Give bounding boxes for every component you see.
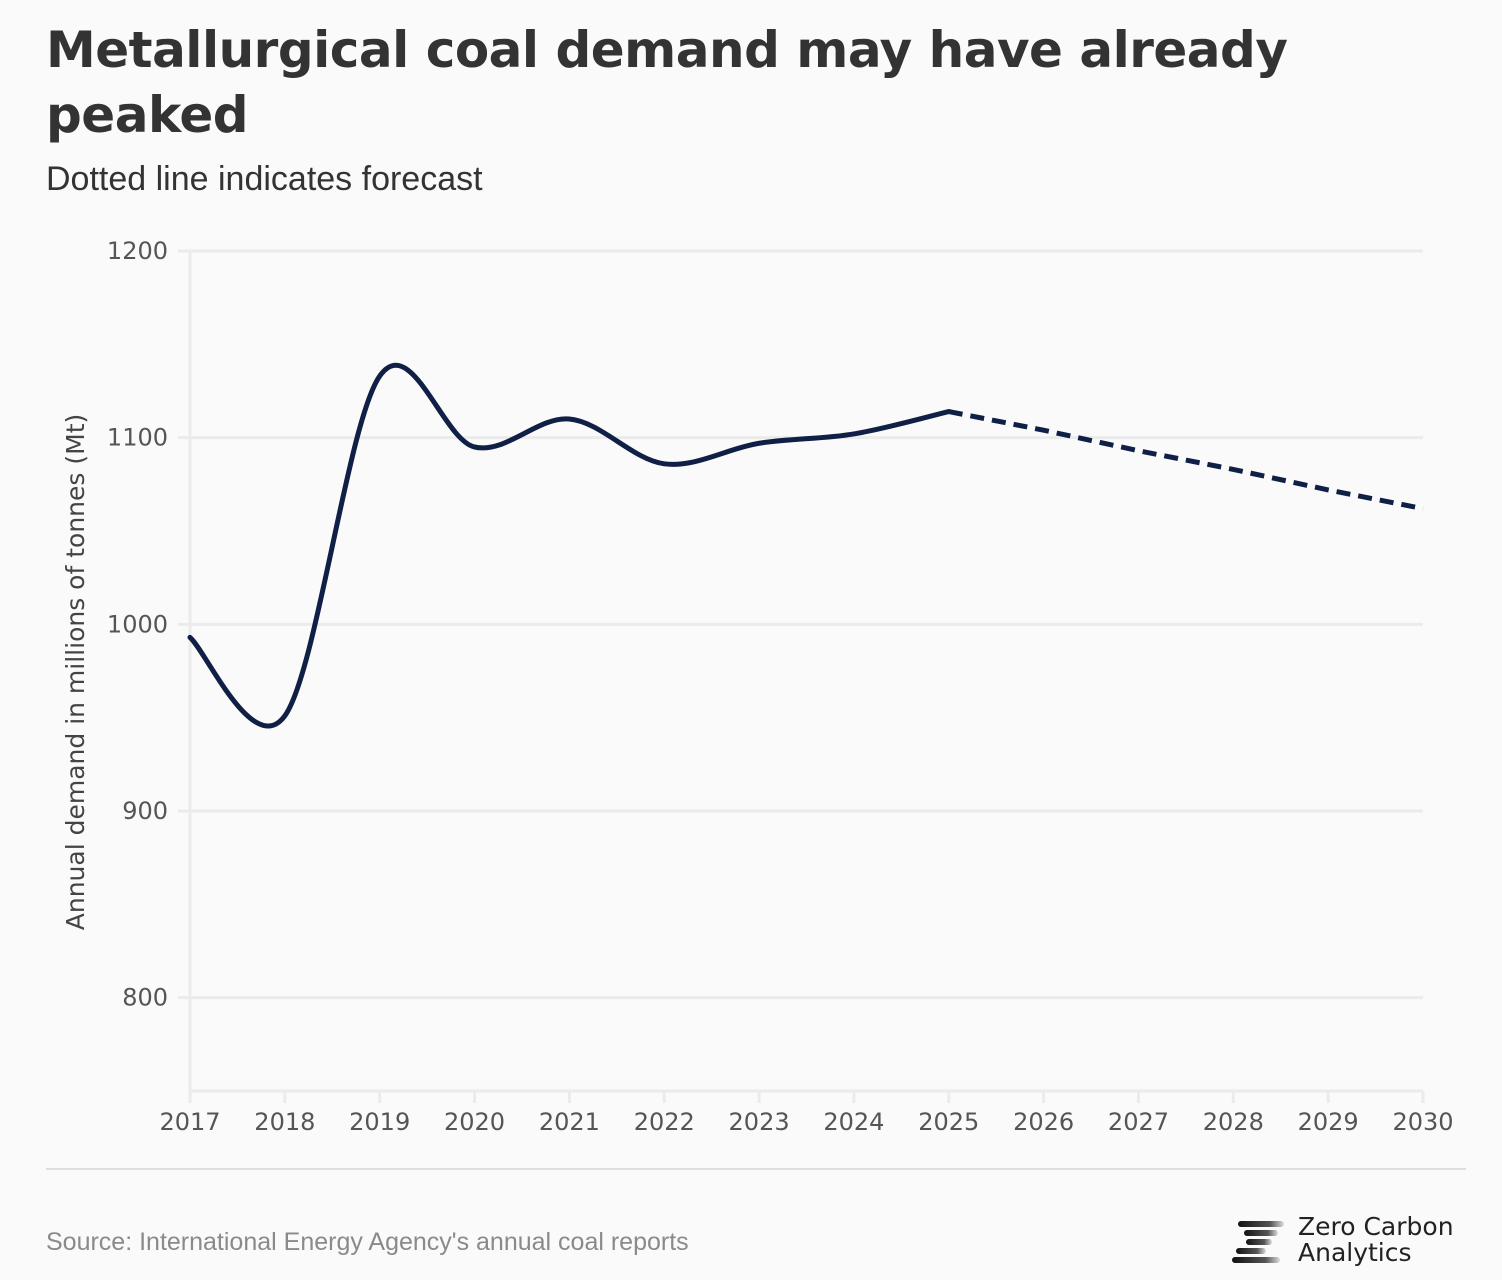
axes xyxy=(188,251,1425,1103)
chart-subtitle: Dotted line indicates forecast xyxy=(46,160,483,198)
series-line-forecast xyxy=(948,409,1424,512)
x-tick-label: 2020 xyxy=(444,1108,505,1136)
stacked-bars-logo-icon xyxy=(1232,1217,1284,1263)
x-tick-label: 2023 xyxy=(729,1108,790,1136)
x-tick-label: 2027 xyxy=(1108,1108,1169,1136)
y-axis-label: Annual demand in millions of tonnes (Mt) xyxy=(61,414,90,930)
y-tick-label: 800 xyxy=(122,984,168,1012)
x-tick-label: 2024 xyxy=(823,1108,884,1136)
y-tick-label: 900 xyxy=(122,797,168,825)
zero-carbon-analytics-logo: Zero Carbon Analytics xyxy=(1232,1214,1454,1266)
y-tick-label: 1000 xyxy=(107,610,168,638)
x-tick-labels: 2017 2018 2019 2020 2021 2022 2023 2024 2025 2026… xyxy=(159,1108,1453,1136)
x-tick-label: 2025 xyxy=(918,1108,979,1136)
chart-title: Metallurgical coal demand may have alrea… xyxy=(46,21,1288,144)
x-tick-label: 2022 xyxy=(634,1108,695,1136)
x-tick-label: 2029 xyxy=(1298,1108,1359,1136)
x-tick-label: 2018 xyxy=(254,1108,315,1136)
series-line-historical xyxy=(187,363,952,729)
x-tick-label: 2019 xyxy=(349,1108,410,1136)
x-tick-label: 2021 xyxy=(539,1108,600,1136)
y-tick-label: 1100 xyxy=(107,424,168,452)
x-tick-label: 2026 xyxy=(1013,1108,1074,1136)
logo-text-line1: Zero Carbon xyxy=(1298,1212,1454,1241)
y-tick-label: 1200 xyxy=(107,237,168,265)
source-note: Source: International Energy Agency's an… xyxy=(46,1228,689,1256)
gridlines xyxy=(178,249,1423,1000)
y-tick-labels: 800 900 1000 1100 1200 xyxy=(107,237,168,1012)
logo-text-line2: Analytics xyxy=(1298,1238,1412,1267)
x-tick-label: 2017 xyxy=(159,1108,220,1136)
footer-divider xyxy=(46,1168,1466,1170)
x-tick-label: 2028 xyxy=(1203,1108,1264,1136)
x-tick-label: 2030 xyxy=(1392,1108,1453,1136)
series-lines xyxy=(187,363,1424,729)
